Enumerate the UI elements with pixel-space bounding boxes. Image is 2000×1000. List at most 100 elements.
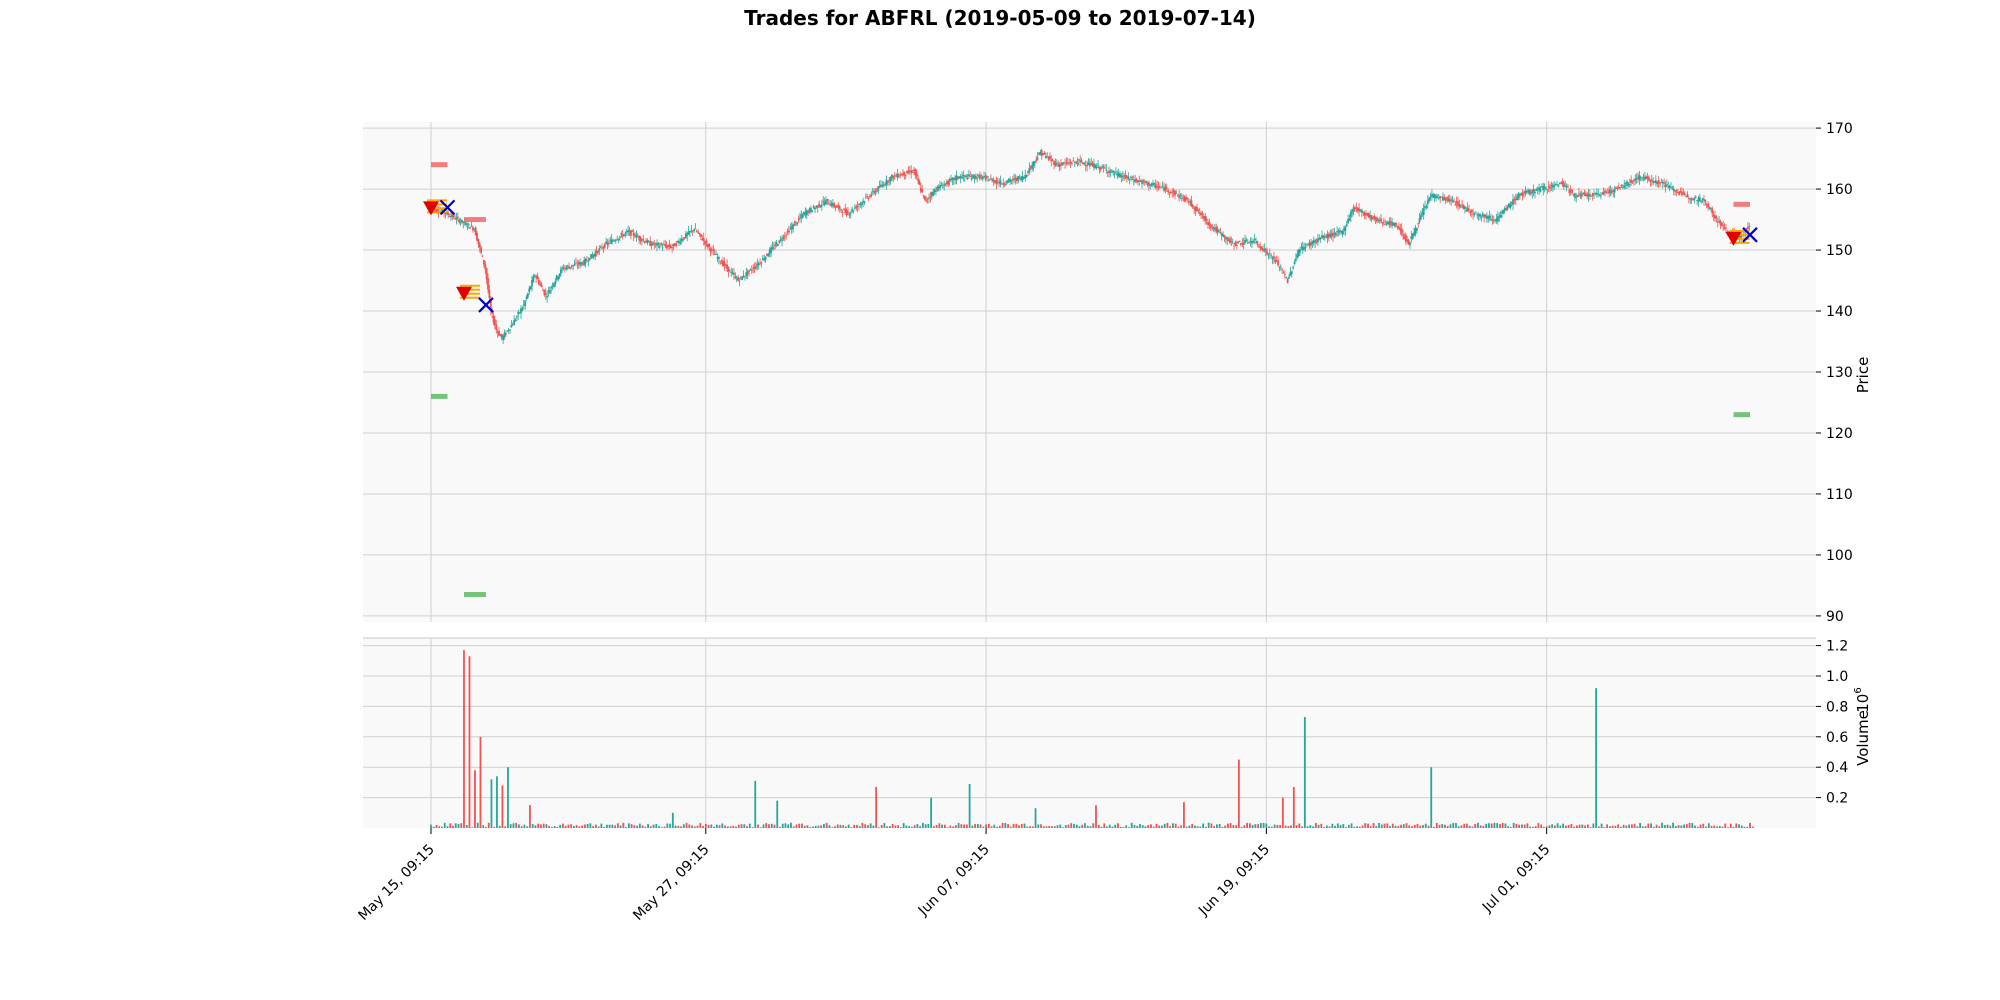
candle-body bbox=[1223, 235, 1226, 238]
candle-body bbox=[496, 331, 499, 333]
candle-body bbox=[1606, 192, 1609, 194]
volume-bar bbox=[1292, 786, 1295, 828]
candle-body bbox=[1348, 218, 1351, 221]
candle-body bbox=[612, 240, 614, 242]
candle-body bbox=[1690, 198, 1693, 200]
candle-body bbox=[638, 235, 641, 240]
exit-marker bbox=[1742, 227, 1758, 243]
volume-bar bbox=[842, 825, 845, 828]
volume-bar bbox=[699, 823, 702, 828]
candle-body bbox=[1454, 204, 1457, 206]
candle-body bbox=[752, 268, 755, 270]
candle-body bbox=[1503, 207, 1506, 211]
candle-body bbox=[1534, 192, 1536, 194]
candle-body bbox=[693, 229, 696, 232]
candle-body bbox=[1455, 201, 1458, 204]
volume-bar bbox=[1075, 824, 1078, 828]
candle-body bbox=[1549, 187, 1551, 189]
candle-body bbox=[502, 335, 505, 341]
candle-body bbox=[1284, 274, 1286, 276]
candle-body bbox=[1656, 182, 1659, 185]
candle-body bbox=[1639, 177, 1642, 179]
candle-body bbox=[775, 242, 778, 245]
candle-body bbox=[1538, 187, 1540, 191]
candle-body bbox=[1062, 162, 1065, 164]
price-tick-label: 90 bbox=[1826, 609, 1844, 625]
candle-body bbox=[1491, 220, 1494, 221]
exit-marker bbox=[478, 297, 494, 313]
volume-bar bbox=[946, 827, 949, 828]
candle-body bbox=[1137, 180, 1139, 183]
candle-body bbox=[799, 217, 801, 219]
candle-body bbox=[1076, 162, 1079, 165]
candle-body bbox=[642, 239, 645, 241]
candle-body bbox=[1110, 170, 1113, 172]
candle-body bbox=[1675, 190, 1678, 192]
candle-body bbox=[467, 223, 470, 225]
volume-bar bbox=[1652, 826, 1655, 828]
volume-bar bbox=[1130, 822, 1133, 828]
candle-body bbox=[1365, 213, 1367, 216]
candle-body bbox=[1010, 180, 1013, 181]
candle-body bbox=[1021, 175, 1024, 181]
volume-bar bbox=[1114, 824, 1117, 828]
candle-body bbox=[809, 207, 812, 213]
candle-body bbox=[1157, 186, 1160, 188]
volume-bar bbox=[537, 823, 540, 828]
candle-body bbox=[1385, 222, 1388, 224]
volume-bar bbox=[1515, 823, 1518, 828]
volume-bar bbox=[1122, 827, 1125, 828]
volume-bar bbox=[1196, 826, 1199, 828]
candle-body bbox=[1032, 161, 1035, 167]
candle-body bbox=[961, 176, 963, 179]
candle-body bbox=[1215, 227, 1218, 232]
candle-body bbox=[472, 227, 474, 231]
candle-body bbox=[643, 241, 646, 243]
volume-bar bbox=[570, 824, 573, 828]
candle-body bbox=[1406, 239, 1409, 242]
volume-bar bbox=[1740, 825, 1743, 828]
candle-body bbox=[1091, 162, 1094, 167]
candle-body bbox=[1678, 191, 1681, 195]
candle-body bbox=[1024, 174, 1027, 179]
volume-bar bbox=[1342, 824, 1345, 828]
volume-bar bbox=[979, 824, 982, 828]
volume-bar bbox=[1537, 823, 1540, 828]
candle-body bbox=[985, 176, 988, 178]
candle-body bbox=[1020, 177, 1023, 181]
volume-bar bbox=[468, 656, 471, 828]
candle-body bbox=[1660, 182, 1663, 183]
candle-body bbox=[1376, 217, 1378, 222]
volume-bar bbox=[1020, 823, 1023, 828]
candle-body bbox=[908, 171, 911, 173]
volume-bar bbox=[1210, 823, 1213, 828]
volume-bar bbox=[856, 824, 858, 828]
candle-body bbox=[1505, 208, 1508, 211]
volume-bar bbox=[1496, 823, 1499, 828]
volume-bar bbox=[432, 826, 435, 828]
price-tick-label: 130 bbox=[1826, 365, 1853, 381]
volume-bar bbox=[806, 825, 809, 828]
volume-bar bbox=[1259, 823, 1262, 828]
candle-body bbox=[1264, 248, 1267, 252]
candle-body bbox=[928, 197, 930, 199]
volume-bar bbox=[1504, 823, 1507, 828]
candle-body bbox=[917, 178, 919, 181]
candle-body bbox=[592, 254, 595, 257]
candle-body bbox=[706, 244, 709, 248]
volume-bar bbox=[1092, 823, 1095, 828]
candle-body bbox=[1709, 208, 1712, 210]
candle-body bbox=[969, 176, 972, 177]
volume-bar bbox=[776, 800, 779, 828]
candle-body bbox=[1461, 204, 1464, 206]
volume-bar bbox=[941, 824, 944, 828]
volume-bar bbox=[1435, 822, 1438, 828]
candle-body bbox=[1369, 214, 1372, 218]
candle-body bbox=[847, 211, 849, 214]
candle-body bbox=[991, 179, 994, 182]
candle-body bbox=[614, 240, 617, 242]
candle-body bbox=[1535, 189, 1538, 191]
candle-body bbox=[1267, 254, 1270, 256]
volume-bar bbox=[435, 824, 438, 828]
candle-body bbox=[1648, 177, 1650, 181]
